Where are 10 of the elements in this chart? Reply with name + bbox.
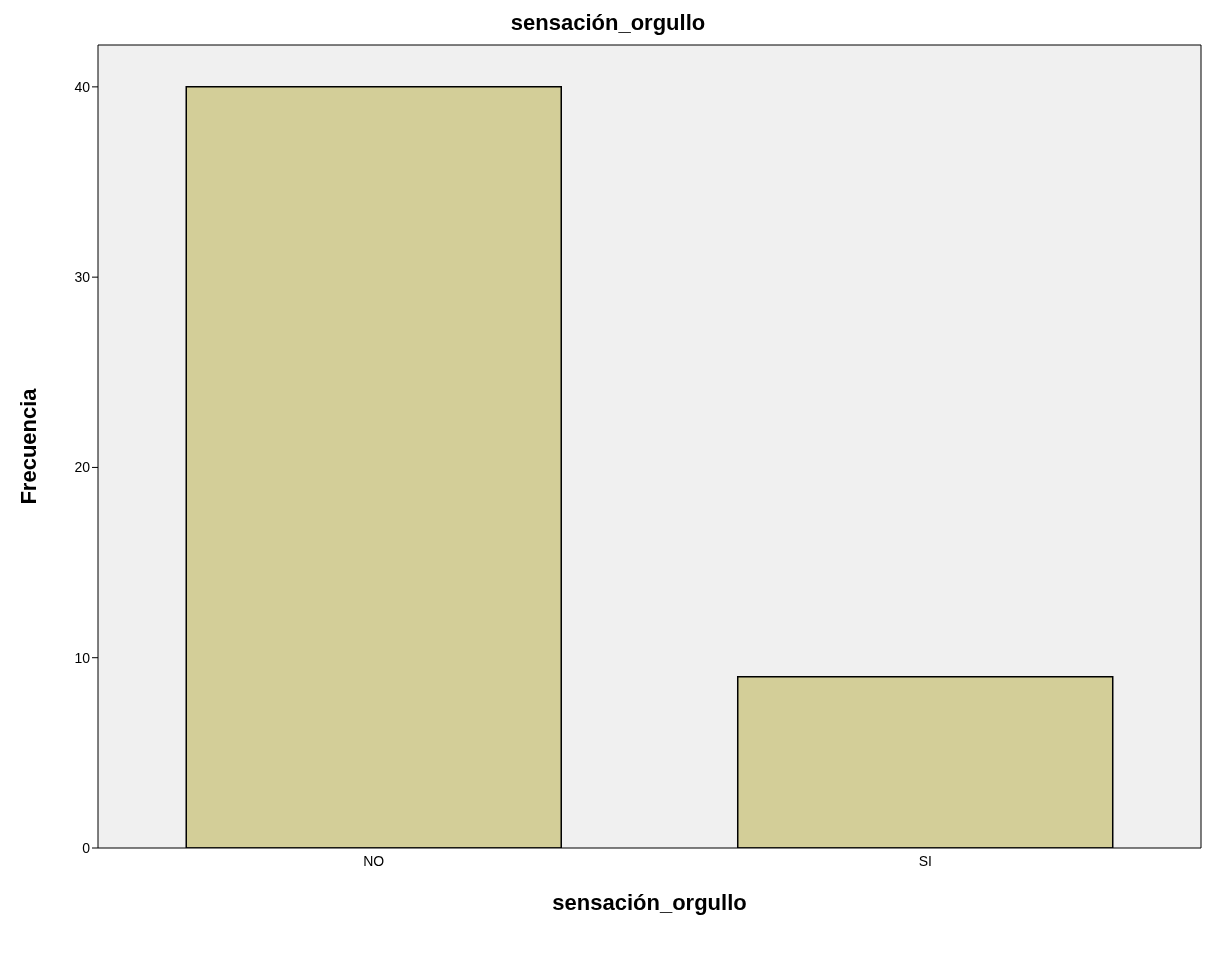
y-tick-label: 0 [82, 839, 91, 856]
y-tick-label: 10 [74, 649, 91, 666]
y-tick-label: 30 [74, 269, 91, 286]
y-tick-label: 40 [74, 78, 91, 95]
y-axis-title: Frecuencia [15, 387, 41, 505]
x-axis-title: sensación_orgullo [552, 890, 747, 915]
chart-title: sensación_orgullo [509, 9, 707, 37]
x-tick-label: SI [918, 852, 932, 869]
y-tick-label: 20 [74, 459, 91, 476]
x-tick-label: NO [363, 852, 385, 869]
